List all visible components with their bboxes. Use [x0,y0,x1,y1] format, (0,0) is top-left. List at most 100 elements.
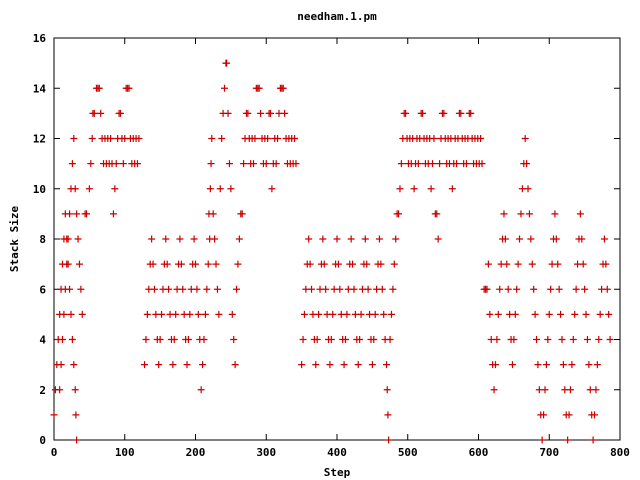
data-point [244,109,252,117]
data-point [72,411,80,419]
chart-title: needham.1.pm [297,10,377,23]
data-point [500,210,508,218]
data-point [66,210,74,218]
data-point [568,361,576,369]
data-point [527,235,535,243]
data-point [377,260,385,268]
data-point [192,260,199,268]
data-point [107,135,115,142]
data-point [75,260,83,268]
data-point [395,210,403,218]
data-point [514,260,522,268]
data-point [156,336,164,343]
data-point [322,285,330,293]
data-point [279,84,287,92]
data-point [517,210,525,218]
data-point [491,361,499,369]
data-point [266,109,274,117]
data-point [212,260,220,268]
data-point [547,285,555,293]
data-point [357,310,365,318]
data-point [50,411,58,419]
data-point [73,436,81,444]
data-point [68,336,76,343]
data-point [225,160,233,168]
data-point [142,336,150,343]
y-tick-label: 2 [39,384,46,397]
data-point [231,361,239,369]
data-point [71,185,79,193]
data-point [235,235,243,243]
data-point [141,361,149,369]
data-point [602,260,610,268]
data-point [67,310,75,318]
data-point [467,109,475,117]
data-point [414,160,422,168]
data-points [50,59,614,444]
data-point [111,185,119,193]
data-point [591,411,599,419]
data-point [397,160,405,168]
data-point [230,336,238,343]
data-point [364,285,372,293]
data-point [596,310,604,318]
data-point [523,160,531,168]
data-point [306,260,314,268]
data-point [228,310,236,318]
data-point [343,310,351,318]
data-point [508,361,516,369]
data-point [194,310,202,318]
data-point [308,285,316,293]
data-point [572,285,580,293]
x-tick-label: 200 [186,446,206,459]
data-point [538,436,546,444]
data-point [385,436,393,444]
data-point [250,160,258,168]
data-point [419,109,427,117]
data-point [216,185,224,193]
data-point [496,285,504,293]
data-point [74,235,82,243]
data-point [172,310,180,318]
data-point [371,310,379,318]
data-point [429,160,437,168]
data-point [478,160,486,168]
data-point [554,260,562,268]
data-point [528,260,536,268]
data-point [336,285,344,293]
data-point [70,135,78,142]
data-point [555,285,563,293]
data-point [484,260,492,268]
data-point [558,336,566,343]
data-point [223,59,231,67]
data-point [233,285,241,293]
data-point [274,135,282,142]
data-point [603,285,611,293]
data-point [262,160,270,168]
data-point [251,135,259,142]
data-point [60,310,68,318]
data-point [88,135,96,142]
data-point [605,310,613,318]
data-point [61,285,69,293]
data-point [333,235,341,243]
data-point [354,361,362,369]
data-point [494,310,502,318]
data-point [90,109,98,117]
data-point [71,386,79,394]
data-point [155,361,163,369]
data-point [78,310,86,318]
data-point [158,310,166,318]
data-point [341,336,349,343]
data-point [433,210,441,218]
data-point [184,336,192,343]
data-point [143,310,151,318]
data-point [125,84,133,92]
data-point [313,336,321,343]
data-point [565,411,573,419]
data-point [238,210,246,218]
data-point [149,260,157,268]
data-point [544,336,552,343]
y-tick-label: 12 [33,133,46,146]
data-point [483,285,491,293]
